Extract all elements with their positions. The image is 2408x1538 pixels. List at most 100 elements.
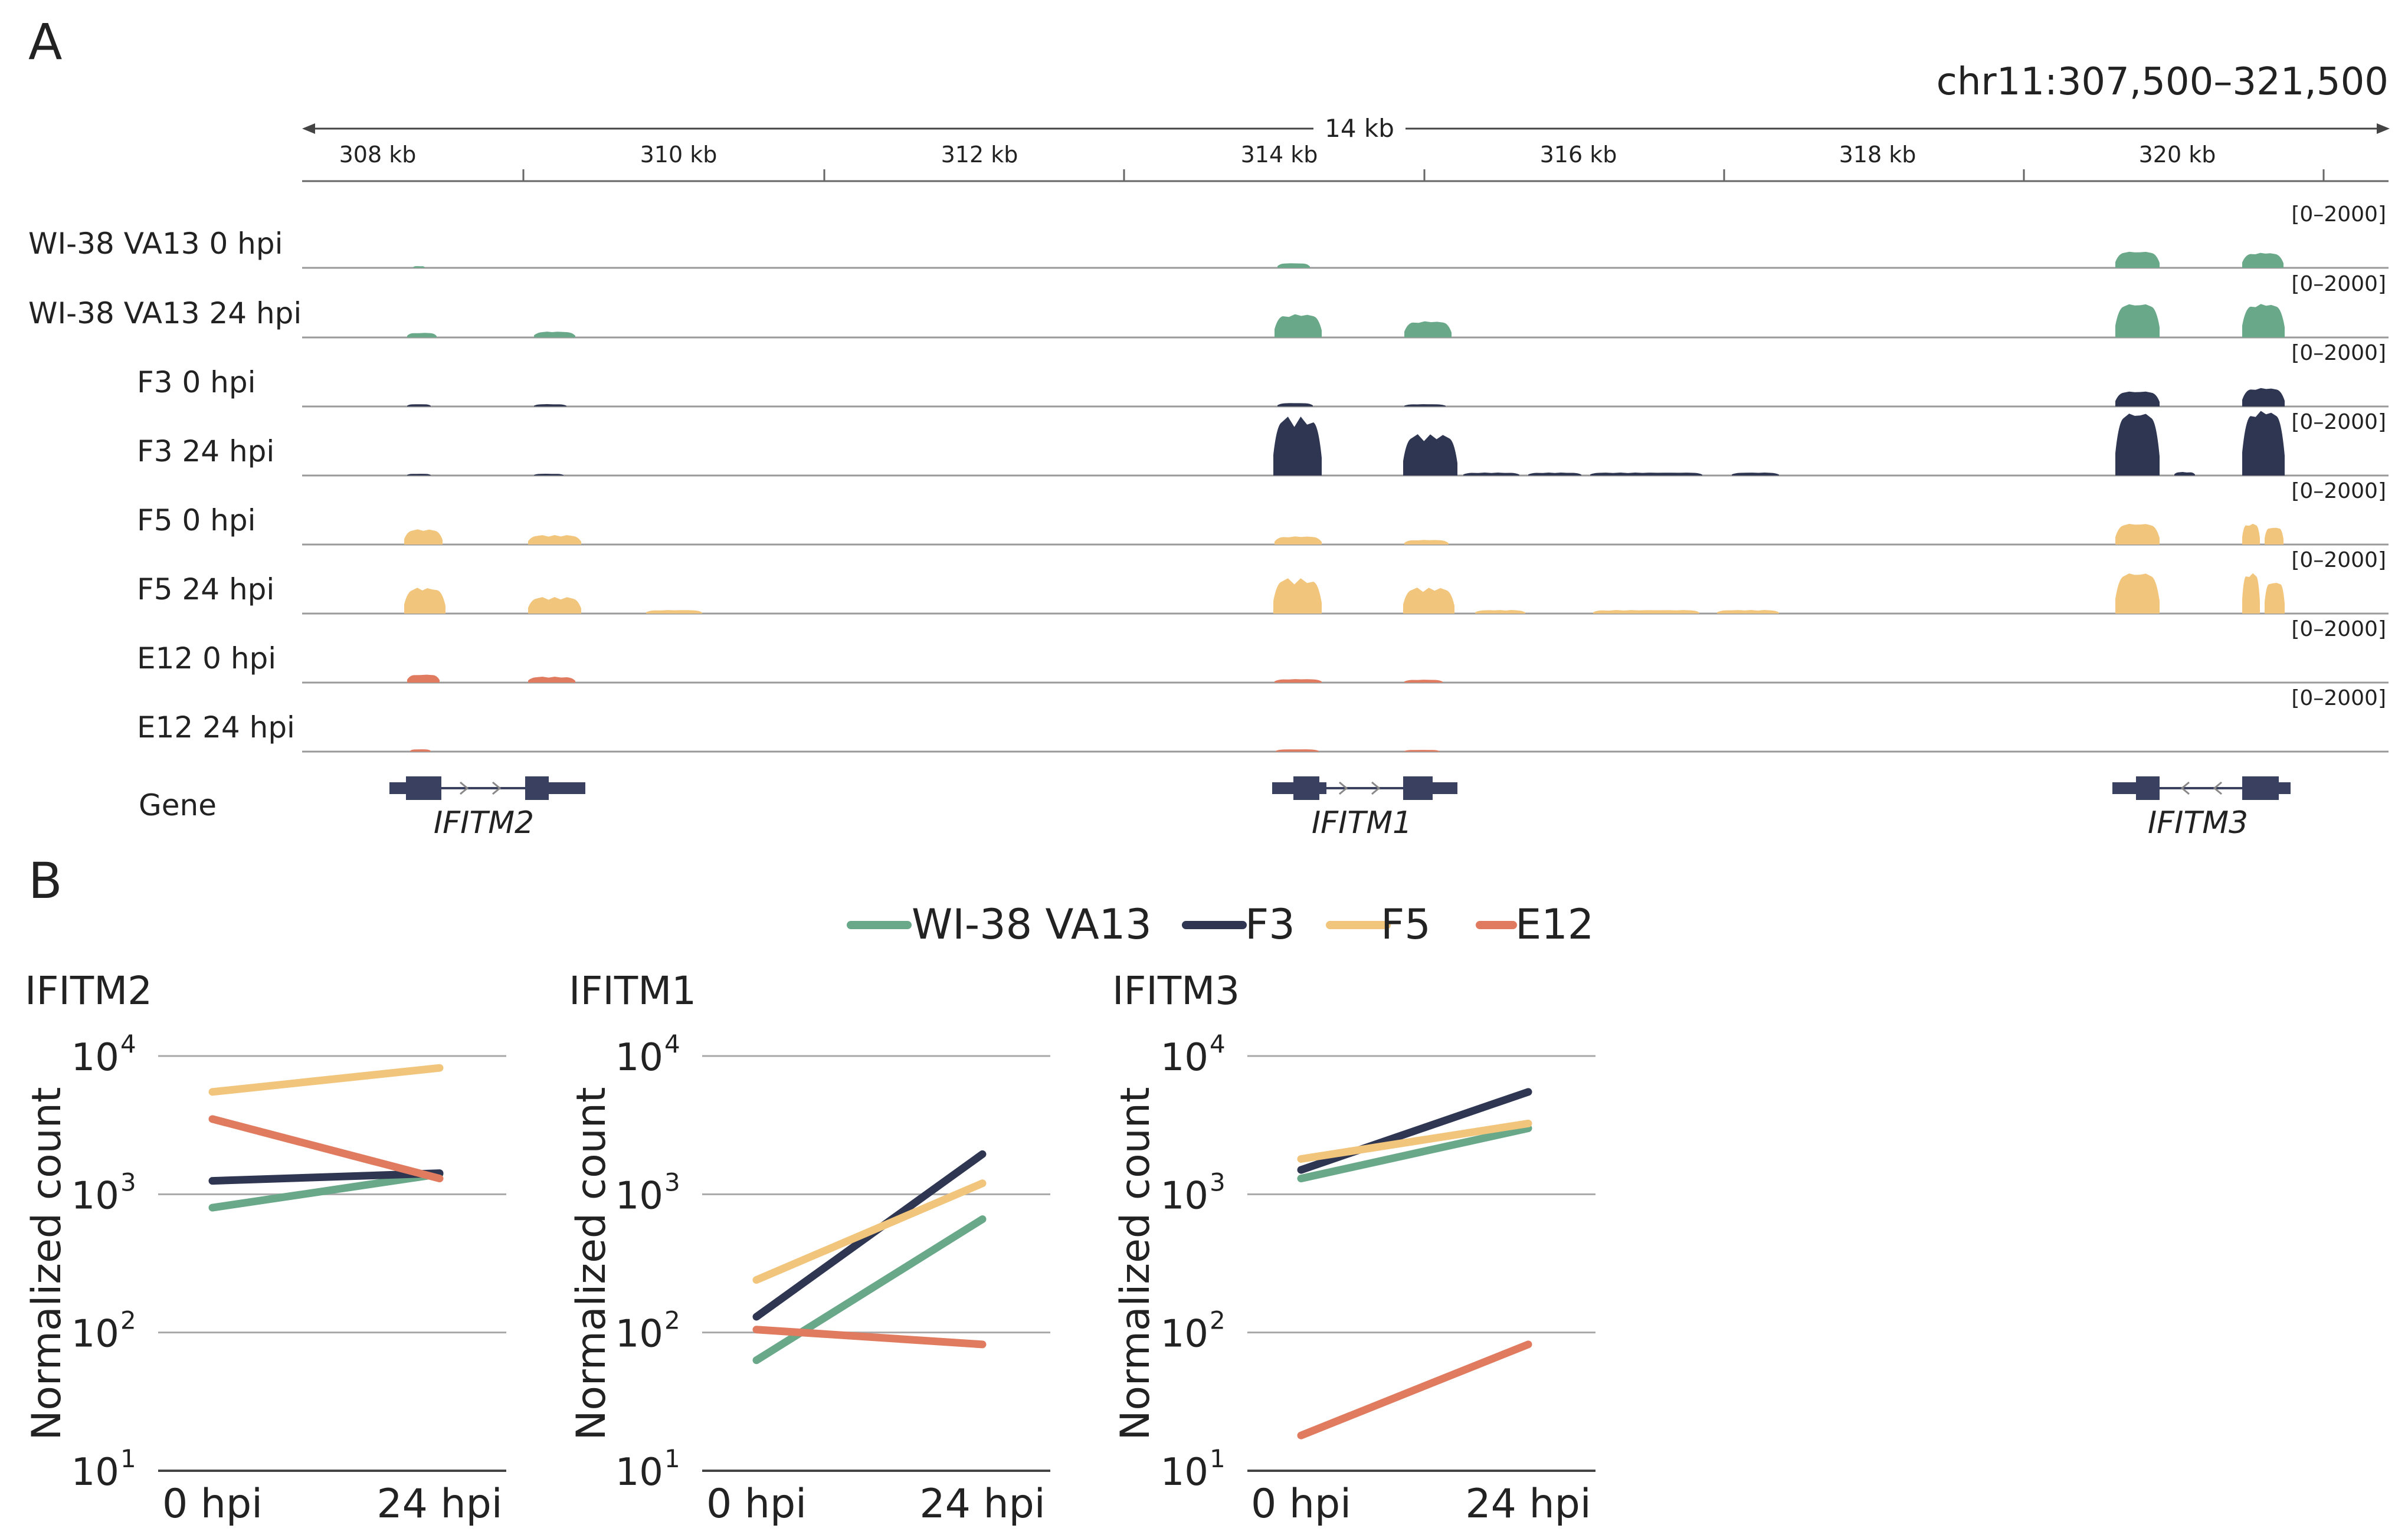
gene-track: Gene IFITM2 IFITM1 (139, 776, 2291, 841)
coverage-peak (534, 332, 575, 337)
coverage-peak (646, 610, 702, 614)
coverage-peak (410, 749, 431, 752)
legend-label: WI-38 VA13 (912, 900, 1152, 949)
panel-a-label: A (28, 13, 62, 71)
legend: WI-38 VA13 F3 F5 E12 (847, 900, 1594, 949)
gene-model-ifitm3: IFITM3 (2112, 776, 2291, 841)
series-line-wi-38-va13 (208, 1170, 444, 1212)
y-tick-exponent: 3 (1210, 1168, 1226, 1196)
track-label: E12 0 hpi (137, 641, 276, 675)
series-line-e12 (208, 1115, 444, 1183)
y-tick-label: 10 (71, 1313, 119, 1356)
coverage-track: F3 24 hpi [0–2000] (137, 410, 2389, 477)
coverage-peak (1273, 578, 1322, 614)
coverage-peak (2242, 304, 2285, 337)
coverage-peak (1475, 610, 1525, 614)
x-tick-label: 0 hpi (162, 1481, 263, 1527)
y-tick-label: 10 (1161, 1174, 1208, 1218)
coverage-peak (407, 404, 431, 406)
y-tick-exponent: 4 (120, 1029, 136, 1058)
coverage-track: F5 24 hpi [0–2000] (137, 548, 2389, 615)
coverage-peak (404, 588, 445, 614)
series-line-wi-38-va13 (752, 1215, 987, 1365)
coverage-peak (2242, 523, 2260, 545)
track-label: F3 24 hpi (137, 434, 274, 468)
y-tick-label: 10 (1161, 1036, 1208, 1080)
coverage-peak (2242, 388, 2285, 406)
track-range-label: [0–2000] (2291, 548, 2386, 572)
coverage-tracks: WI-38 VA13 0 hpi[0–2000]WI-38 VA13 24 hp… (28, 202, 2389, 753)
coverage-peak (1403, 434, 1457, 475)
y-tick-exponent: 2 (664, 1306, 680, 1335)
legend-label: E12 (1515, 900, 1594, 949)
coverage-peak (1404, 750, 1440, 752)
ruler-tick-label: 318 kb (1839, 142, 1916, 168)
x-tick-label: 24 hpi (919, 1481, 1045, 1527)
coverage-track: WI-38 VA13 0 hpi [0–2000] (28, 202, 2389, 269)
y-tick-label: 10 (615, 1174, 663, 1218)
y-axis-label: Normalized count (1112, 1087, 1159, 1440)
y-tick-label: 10 (71, 1451, 119, 1494)
coverage-track: WI-38 VA13 24 hpi [0–2000] (28, 272, 2389, 339)
track-range-label: [0–2000] (2291, 341, 2386, 365)
coverage-peak (1404, 321, 1452, 337)
x-tick-label: 0 hpi (1251, 1481, 1351, 1527)
y-tick-label: 10 (71, 1174, 119, 1218)
coverage-peak (2265, 583, 2285, 614)
y-tick-label: 10 (615, 1451, 663, 1494)
series-line-f3 (208, 1169, 444, 1185)
track-label: E12 24 hpi (137, 710, 295, 745)
coverage-peak (1404, 680, 1443, 683)
panel-b-label: B (28, 852, 63, 910)
track-range-label: [0–2000] (2291, 617, 2386, 641)
y-tick-exponent: 2 (120, 1306, 136, 1335)
coverage-peak (1276, 749, 1319, 752)
coverage-peak (1275, 536, 1322, 545)
coverage-track: E12 24 hpi [0–2000] (137, 686, 2389, 753)
track-label: WI-38 VA13 24 hpi (28, 296, 302, 330)
ruler-tick-label: 314 kb (1241, 142, 1318, 168)
series-line-e12 (752, 1326, 987, 1349)
ruler: 308 kb 310 kb 312 kb 314 kb 316 kb 318 kb 320 … (302, 142, 2389, 182)
y-tick-exponent: 1 (120, 1444, 136, 1473)
coverage-peak (528, 535, 581, 545)
y-tick-label: 10 (615, 1313, 663, 1356)
y-tick-exponent: 4 (664, 1029, 680, 1058)
y-tick-label: 10 (71, 1036, 119, 1080)
y-tick-exponent: 1 (664, 1444, 680, 1473)
coverage-peak (2242, 411, 2285, 475)
coverage-track: E12 0 hpi [0–2000] (137, 617, 2389, 684)
y-tick-label: 10 (615, 1036, 663, 1080)
coverage-peak (1732, 473, 1779, 475)
gene-model-ifitm2: IFITM2 (389, 776, 585, 841)
coverage-peak (407, 674, 440, 683)
coverage-peak (2115, 414, 2160, 475)
coverage-peak (2242, 573, 2260, 614)
coverage-peak (1590, 473, 1702, 475)
series-line-e12 (1297, 1340, 1532, 1439)
coverage-peak (528, 597, 581, 614)
coverage-track: F5 0 hpi [0–2000] (137, 479, 2389, 546)
ruler-tick-label: 308 kb (339, 142, 417, 168)
legend-label: F5 (1381, 900, 1431, 949)
track-range-label: [0–2000] (2291, 479, 2386, 503)
span-label: 14 kb (1325, 114, 1394, 143)
coverage-peak (1404, 404, 1446, 406)
gene-name-ifitm2: IFITM2 (434, 805, 534, 841)
coverage-peak (1273, 417, 1322, 475)
gene-name-ifitm1: IFITM1 (1312, 805, 1412, 841)
coverage-peak (2115, 251, 2160, 268)
coverage-peak (1275, 314, 1322, 337)
coverage-peak (413, 266, 425, 268)
coverage-peak (1403, 588, 1454, 614)
track-range-label: [0–2000] (2291, 686, 2386, 710)
track-label: WI-38 VA13 0 hpi (28, 227, 283, 261)
coverage-peak (404, 529, 443, 545)
chart-title: IFITM1 (569, 968, 696, 1014)
y-tick-exponent: 4 (1210, 1029, 1226, 1058)
coverage-peak (1717, 610, 1779, 614)
